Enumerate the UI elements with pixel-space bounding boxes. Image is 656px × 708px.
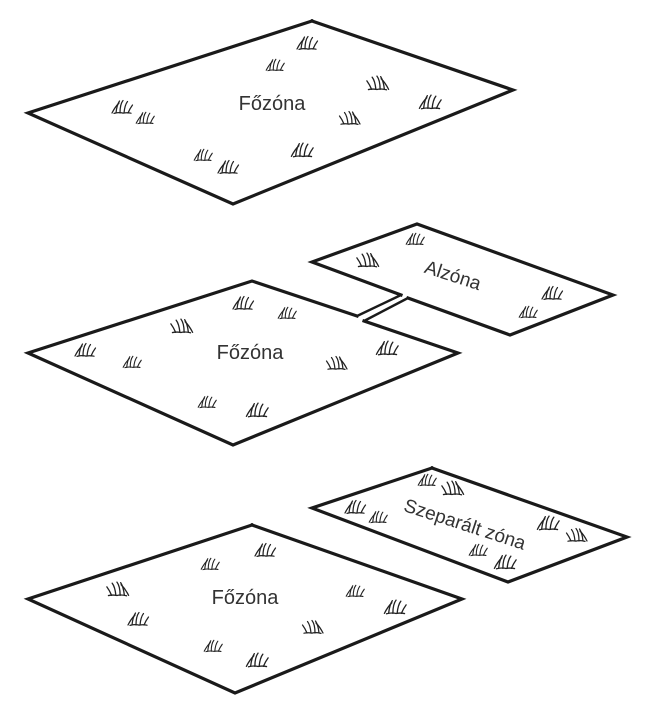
grass-tuft-icon (290, 142, 314, 158)
grass-tuft-icon (418, 94, 442, 110)
grass-tuft-icon (170, 318, 194, 334)
grass-tuft-icon (232, 295, 255, 311)
grass-tuft-icon (301, 619, 324, 635)
grass-tuft-icon (405, 232, 425, 246)
grass-tuft-icon (345, 584, 365, 598)
grass-tuft-icon (296, 35, 319, 51)
grass-tuft-icon (127, 611, 150, 627)
grass-tuft-icon (265, 58, 285, 72)
grass-tuft-icon (368, 510, 388, 524)
main-zone-2-label: Főzóna (217, 342, 285, 364)
figure-main-zone-with-subzone-connector-wall-2 (363, 296, 409, 323)
grass-tuft-icon (197, 395, 217, 409)
grass-tuft-icon (338, 110, 361, 126)
main-zone-2: Főzóna (23, 279, 463, 447)
grass-tuft-icon (375, 340, 399, 356)
grass-tuft-icon (74, 342, 97, 358)
figure-standalone-main-zone: Főzóna (23, 18, 518, 206)
grass-tuft-icon (383, 599, 407, 615)
figure-main-zone-with-separated-zone: Főzóna Szeparált zóna (23, 465, 632, 695)
grass-tuft-icon (441, 480, 465, 496)
figure-main-zone-with-subzone-connector-wall-1 (356, 293, 402, 318)
grass-tuft-icon (366, 75, 390, 91)
grass-tuft-icon (106, 581, 130, 597)
grass-tuft-icon (417, 473, 437, 487)
grass-tuft-icon (541, 285, 564, 301)
grass-tuft-icon (193, 148, 213, 162)
grass-tuft-icon (277, 306, 297, 320)
main-zone-3: Főzóna (23, 522, 467, 695)
grass-tuft-icon (536, 515, 560, 531)
separated-zone-label: Szeparált zóna (401, 496, 528, 555)
grass-tuft-icon (200, 557, 220, 571)
grass-tuft-icon (217, 159, 240, 175)
grass-tuft-icon (565, 527, 588, 543)
grass-tuft-icon (122, 355, 142, 369)
main-zone-3-label: Főzóna (212, 587, 280, 609)
main-zone-1: Főzóna (23, 18, 518, 206)
grass-tuft-icon (468, 543, 488, 557)
grass-tuft-icon (325, 355, 348, 371)
grass-tuft-icon (135, 111, 155, 125)
grass-tuft-icon (203, 639, 223, 653)
grass-tuft-icon (254, 542, 277, 558)
figures-root: Főzóna Főzóna Alzóna Főzóna Szeparált zóna (23, 18, 632, 695)
sub-zone-outline (307, 222, 618, 337)
main-zone-3-outline (23, 522, 467, 695)
sub-zone-label: Alzóna (422, 257, 484, 295)
grass-tuft-icon (111, 99, 134, 115)
main-zone-1-label: Főzóna (239, 93, 307, 115)
main-zone-1-outline (23, 18, 518, 206)
grass-tuft-icon (245, 652, 269, 668)
sub-zone: Alzóna (307, 222, 618, 337)
main-zone-2-outline (23, 279, 463, 447)
grass-tuft-icon (356, 252, 380, 268)
grass-tuft-icon (518, 305, 538, 319)
grass-tuft-icon (344, 499, 367, 515)
separated-zone: Szeparált zóna (307, 465, 632, 584)
figure-main-zone-with-subzone: Főzóna Alzóna (23, 222, 618, 447)
separated-zone-outline (307, 465, 632, 584)
grass-tuft-icon (245, 402, 269, 418)
grass-tuft-icon (493, 554, 517, 570)
